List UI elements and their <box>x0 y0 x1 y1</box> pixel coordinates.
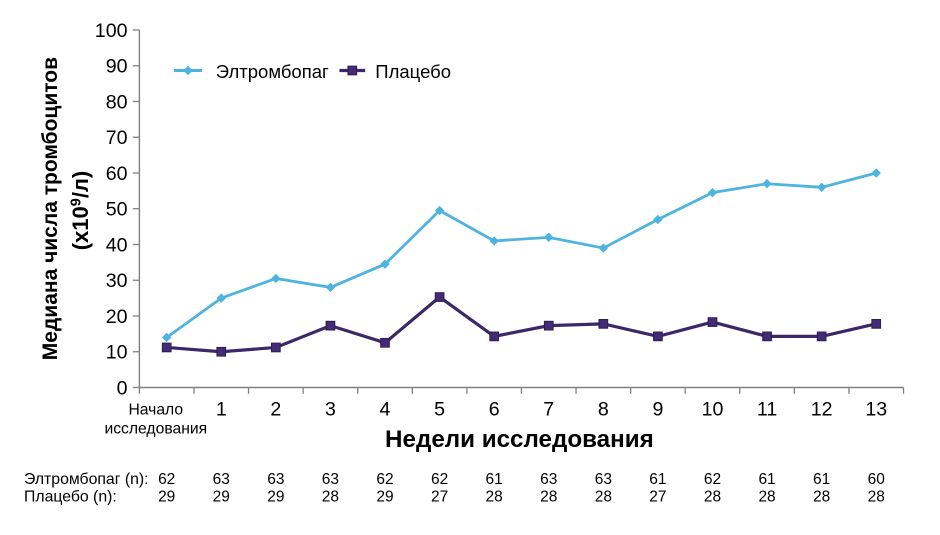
svg-text:1: 1 <box>216 399 227 421</box>
svg-text:28: 28 <box>704 488 721 505</box>
svg-text:28: 28 <box>813 488 830 505</box>
svg-text:8: 8 <box>598 399 609 421</box>
svg-text:Недели исследования: Недели исследования <box>385 426 654 453</box>
svg-text:50: 50 <box>106 199 128 221</box>
svg-text:29: 29 <box>158 488 175 505</box>
svg-text:28: 28 <box>322 488 339 505</box>
svg-text:Медиана числа тромбоцитов: Медиана числа тромбоцитов <box>39 57 62 360</box>
svg-text:29: 29 <box>213 488 230 505</box>
svg-text:80: 80 <box>106 91 128 113</box>
svg-text:3: 3 <box>325 399 336 421</box>
svg-text:27: 27 <box>649 488 666 505</box>
svg-text:63: 63 <box>213 471 230 488</box>
svg-text:исследования: исследования <box>104 420 207 437</box>
svg-text:100: 100 <box>95 20 128 42</box>
svg-text:20: 20 <box>106 306 128 328</box>
svg-text:(х109/л): (х109/л) <box>68 171 93 251</box>
svg-text:28: 28 <box>486 488 503 505</box>
svg-text:13: 13 <box>865 399 887 421</box>
svg-text:60: 60 <box>106 163 128 185</box>
svg-text:0: 0 <box>117 377 128 399</box>
svg-text:4: 4 <box>380 399 391 421</box>
svg-text:63: 63 <box>322 471 339 488</box>
svg-text:62: 62 <box>158 471 175 488</box>
svg-text:7: 7 <box>543 399 554 421</box>
svg-text:2: 2 <box>270 399 281 421</box>
svg-text:61: 61 <box>649 471 666 488</box>
svg-text:11: 11 <box>757 399 777 421</box>
svg-text:63: 63 <box>595 471 612 488</box>
svg-text:61: 61 <box>813 471 830 488</box>
svg-text:Элтромбопаг: Элтромбопаг <box>216 61 329 82</box>
svg-text:28: 28 <box>868 488 885 505</box>
svg-text:28: 28 <box>540 488 557 505</box>
svg-text:12: 12 <box>811 399 833 421</box>
svg-text:27: 27 <box>431 488 448 505</box>
svg-text:90: 90 <box>106 56 128 78</box>
svg-text:Плацебо: Плацебо <box>375 61 451 82</box>
svg-text:10: 10 <box>702 399 724 421</box>
svg-text:6: 6 <box>489 399 500 421</box>
svg-text:63: 63 <box>267 471 284 488</box>
svg-text:Плацебо (n):: Плацебо (n): <box>24 488 117 505</box>
svg-text:61: 61 <box>758 471 775 488</box>
svg-text:29: 29 <box>376 488 393 505</box>
svg-text:9: 9 <box>652 399 663 421</box>
svg-text:62: 62 <box>376 471 393 488</box>
svg-text:5: 5 <box>434 399 445 421</box>
svg-text:28: 28 <box>758 488 775 505</box>
svg-text:30: 30 <box>106 270 128 292</box>
svg-text:29: 29 <box>267 488 284 505</box>
svg-text:10: 10 <box>106 342 128 364</box>
svg-text:28: 28 <box>595 488 612 505</box>
svg-text:Начало: Начало <box>128 402 183 419</box>
svg-text:Элтромбопаг (n):: Элтромбопаг (n): <box>24 471 149 488</box>
svg-text:40: 40 <box>106 234 128 256</box>
svg-text:61: 61 <box>486 471 503 488</box>
svg-text:63: 63 <box>540 471 557 488</box>
svg-text:70: 70 <box>106 127 128 149</box>
svg-text:60: 60 <box>868 471 886 488</box>
svg-text:62: 62 <box>431 471 448 488</box>
svg-text:62: 62 <box>704 471 721 488</box>
